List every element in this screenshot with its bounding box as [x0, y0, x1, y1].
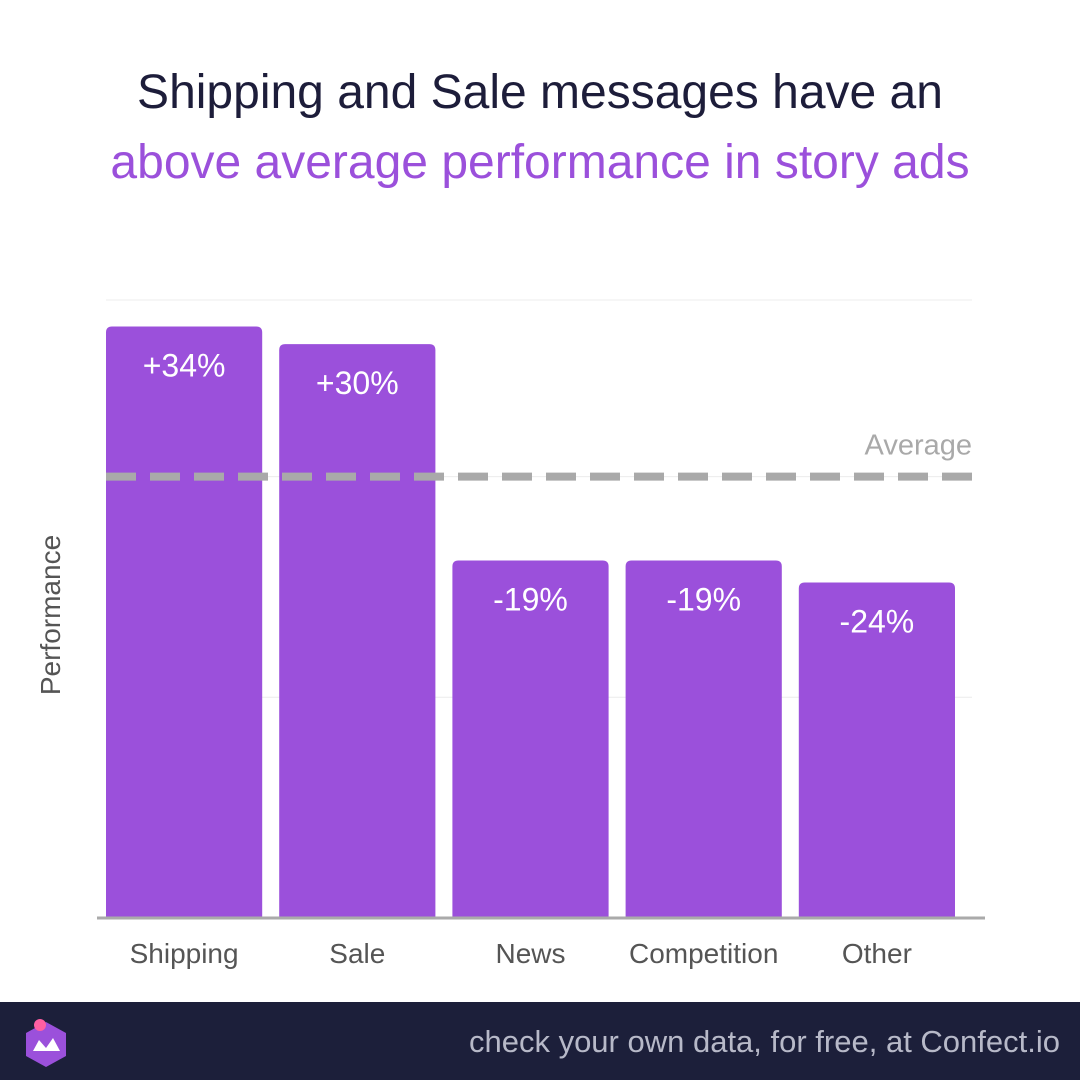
title-line-2: above average performance in story ads — [110, 136, 970, 189]
bar-chart: Average +34% Shipping +30% Sale -19% News -19%… — [35, 299, 985, 969]
bar-shipping — [106, 326, 263, 918]
chart-title: Shipping and Sale messages have an above… — [0, 58, 1080, 198]
data-label-news: -19% — [493, 581, 568, 617]
data-label-sale: +30% — [316, 365, 399, 401]
y-axis-label: Performance — [35, 535, 66, 695]
data-label-shipping: +34% — [143, 347, 226, 383]
labels: +34% Shipping +30% Sale -19% News -19% Competit… — [35, 347, 985, 969]
bar-news — [452, 560, 609, 918]
bar-competition — [625, 560, 782, 918]
footer-cta-text[interactable]: check your own data, for free, at Confec… — [468, 1024, 1060, 1059]
tick-label-other: Other — [842, 938, 912, 969]
average-label: Average — [865, 430, 973, 462]
tick-label-sale: Sale — [329, 938, 385, 969]
confect-logo-icon[interactable] — [20, 1018, 72, 1070]
tick-label-competition: Competition — [629, 938, 778, 969]
bar-other — [798, 582, 955, 918]
average-line-group: Average — [106, 430, 973, 481]
data-label-competition: -19% — [666, 581, 741, 617]
footer-bar: check your own data, for free, at Confec… — [0, 1002, 1080, 1080]
tick-label-shipping: Shipping — [130, 938, 239, 969]
bar-sale — [279, 344, 436, 919]
title-line-1: Shipping and Sale messages have an — [137, 66, 943, 119]
data-label-other: -24% — [840, 604, 915, 640]
tick-label-news: News — [495, 938, 565, 969]
bars — [106, 326, 955, 919]
